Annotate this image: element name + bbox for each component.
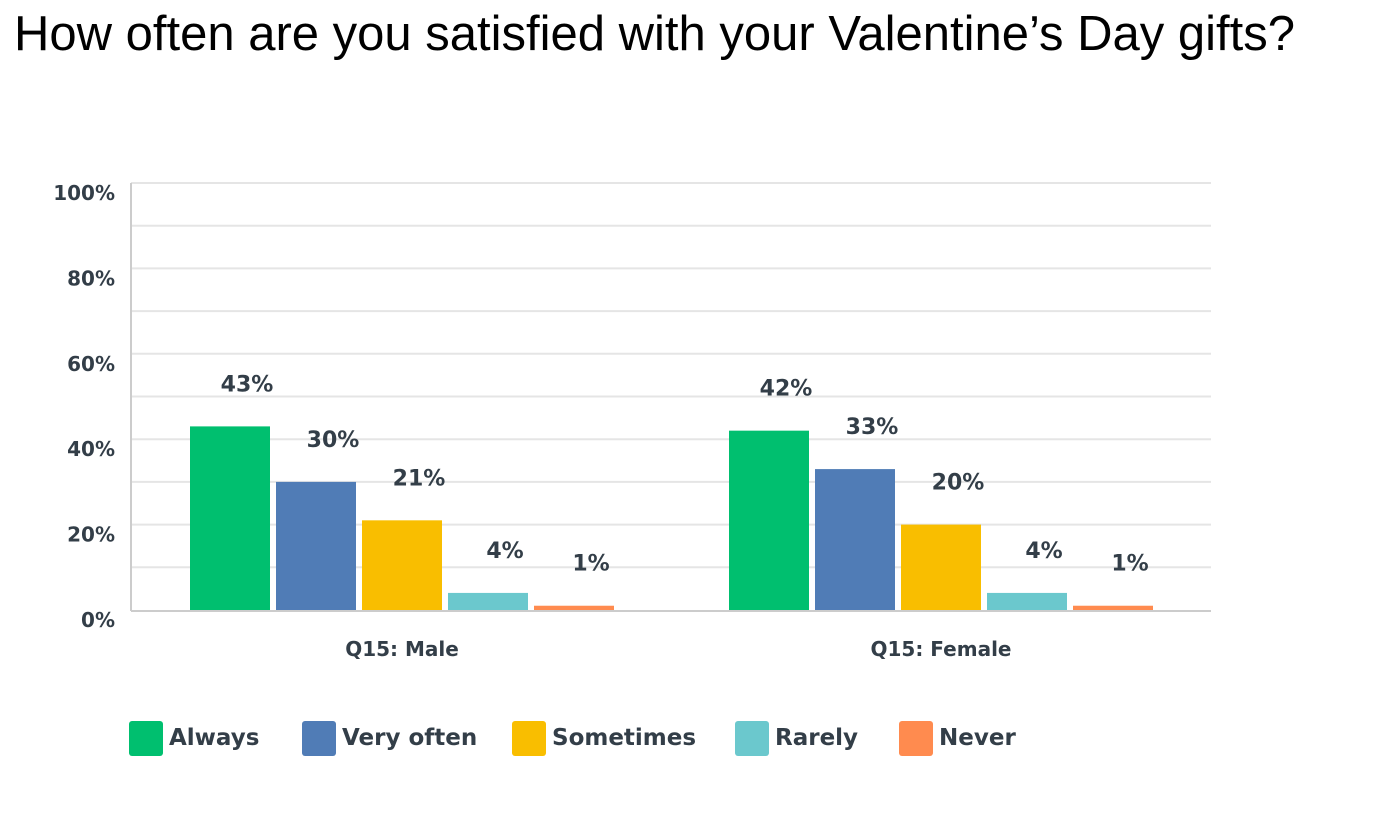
y-tick-label: 100% — [53, 181, 115, 205]
legend-label: Sometimes — [552, 725, 696, 751]
legend-swatch — [899, 721, 933, 756]
data-label: 43% — [221, 372, 274, 397]
legend-swatch — [735, 721, 769, 756]
y-tick-label: 60% — [67, 352, 115, 376]
y-axis-ticks: 0% 20% 40% 60% 80% 100% — [53, 181, 115, 632]
y-tick-label: 0% — [81, 608, 115, 632]
legend-swatch — [129, 721, 163, 756]
bar — [276, 482, 356, 610]
x-category-label: Q15: Male — [345, 637, 459, 661]
legend-label: Never — [939, 725, 1016, 751]
legend-swatch — [512, 721, 546, 756]
bar — [190, 426, 270, 610]
data-label: 4% — [486, 539, 523, 564]
bar — [901, 525, 981, 610]
y-tick-label: 40% — [67, 437, 115, 461]
bar — [534, 606, 614, 610]
y-tick-label: 80% — [67, 266, 115, 290]
data-label: 33% — [846, 415, 899, 440]
bar — [729, 431, 809, 610]
data-label: 4% — [1025, 539, 1062, 564]
y-tick-label: 20% — [67, 523, 115, 547]
data-label: 1% — [1111, 552, 1148, 577]
data-labels: 43% 30% 21% 4% 1% 42% 33% 20% 4% 1% — [221, 372, 1149, 576]
data-label: 1% — [572, 552, 609, 577]
bar — [815, 469, 895, 610]
bar — [1073, 606, 1153, 610]
data-label: 21% — [393, 466, 446, 491]
legend: Always Very often Sometimes Rarely Never — [129, 721, 1016, 756]
legend-label: Rarely — [775, 725, 858, 751]
x-axis-categories: Q15: Male Q15: Female — [345, 637, 1011, 661]
bar — [987, 593, 1067, 610]
data-label: 30% — [307, 428, 360, 453]
legend-label: Always — [169, 725, 259, 751]
data-label: 42% — [760, 377, 813, 402]
data-label: 20% — [932, 471, 985, 496]
bars — [190, 426, 1153, 610]
legend-swatch — [302, 721, 336, 756]
x-category-label: Q15: Female — [871, 637, 1012, 661]
bar — [448, 593, 528, 610]
bar — [362, 520, 442, 610]
legend-label: Very often — [342, 725, 477, 751]
